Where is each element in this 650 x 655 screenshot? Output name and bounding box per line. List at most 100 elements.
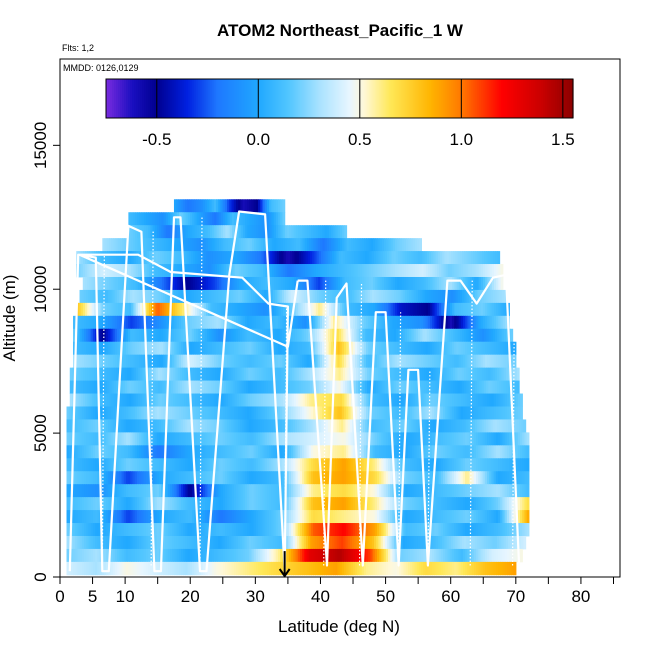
heatmap-cell: [339, 497, 343, 511]
heatmap-cell: [68, 471, 72, 485]
heatmap-cell: [134, 354, 138, 369]
heatmap-cell: [183, 315, 186, 330]
heatmap-cell: [335, 393, 339, 407]
heatmap-cell: [237, 419, 241, 433]
heatmap-cell: [192, 225, 196, 239]
heatmap-cell: [317, 315, 321, 330]
heatmap-cell: [108, 419, 112, 433]
heatmap-cell: [495, 471, 499, 485]
heatmap-cell: [192, 212, 196, 226]
heatmap-cell: [412, 264, 416, 278]
heatmap-cell: [200, 354, 204, 369]
heatmap-cell: [197, 367, 201, 381]
heatmap-cell: [494, 419, 498, 433]
heatmap-cell: [230, 264, 233, 278]
heatmap-cell: [238, 393, 242, 407]
heatmap-cell: [185, 406, 189, 420]
heatmap-cell: [88, 458, 92, 472]
heatmap-cell: [264, 523, 268, 537]
heatmap-cell: [267, 393, 271, 407]
heatmap-cell: [158, 341, 162, 356]
heatmap-cell: [103, 535, 107, 550]
heatmap-cell: [201, 380, 205, 394]
heatmap-cell: [350, 510, 354, 524]
heatmap-cell: [110, 341, 114, 356]
heatmap-cell: [447, 471, 451, 485]
heatmap-cell: [373, 276, 376, 291]
heatmap-cell: [488, 380, 492, 394]
heatmap-cell: [385, 445, 389, 459]
heatmap-cell: [413, 328, 417, 343]
heatmap-cell: [318, 264, 321, 278]
heatmap-cell: [339, 315, 343, 330]
heatmap-cell: [287, 380, 291, 394]
heatmap-cell: [273, 289, 276, 304]
heatmap-cell: [103, 419, 107, 433]
heatmap-cell: [114, 315, 118, 330]
heatmap-cell: [427, 458, 431, 472]
heatmap-cell: [416, 238, 420, 252]
heatmap-cell: [425, 510, 429, 524]
heatmap-cell: [95, 510, 98, 524]
heatmap-cell: [346, 393, 350, 407]
heatmap-cell: [298, 367, 302, 381]
heatmap-cell: [445, 484, 448, 498]
heatmap-cell: [362, 264, 365, 278]
heatmap-cell: [150, 458, 153, 472]
heatmap-cell: [498, 341, 501, 356]
heatmap-cell: [480, 523, 484, 537]
heatmap-cell: [321, 484, 325, 498]
heatmap-cell: [412, 341, 416, 356]
heatmap-cell: [295, 458, 299, 472]
heatmap-cell: [439, 276, 442, 291]
heatmap-cell: [266, 315, 270, 330]
heatmap-cell: [152, 419, 155, 433]
heatmap-cell: [419, 276, 423, 291]
heatmap-cell: [385, 497, 389, 511]
heatmap-cell: [167, 419, 171, 433]
heatmap-cell: [526, 484, 530, 498]
heatmap-cell: [271, 212, 275, 226]
heatmap-cell: [227, 212, 231, 226]
heatmap-cell: [200, 445, 204, 459]
heatmap-cell: [331, 251, 335, 265]
heatmap-cell: [416, 315, 420, 330]
heatmap-cell: [198, 497, 202, 511]
heatmap-cell: [315, 445, 319, 459]
heatmap-cell: [229, 212, 233, 226]
heatmap-cell: [402, 367, 406, 381]
heatmap-cell: [197, 380, 201, 394]
heatmap-cell: [238, 523, 242, 537]
heatmap-cell: [284, 238, 288, 252]
heatmap-cell: [223, 212, 226, 226]
heatmap-cell: [427, 315, 431, 330]
heatmap-cell: [361, 238, 365, 252]
heatmap-cell: [267, 302, 271, 317]
heatmap-cell: [263, 393, 266, 407]
heatmap-cell: [365, 432, 369, 446]
heatmap-cell: [216, 264, 220, 278]
heatmap-cell: [480, 276, 484, 291]
heatmap-cell: [133, 380, 137, 394]
heatmap-cell: [114, 354, 118, 369]
heatmap-cell: [346, 432, 349, 446]
heatmap-cell: [526, 432, 530, 446]
heatmap-cell: [410, 302, 414, 317]
heatmap-cell: [369, 289, 373, 304]
heatmap-cell: [366, 315, 369, 330]
heatmap-cell: [236, 458, 239, 472]
heatmap-cell: [125, 497, 129, 511]
heatmap-cell: [139, 523, 142, 537]
heatmap-cell: [190, 212, 193, 226]
heatmap-cell: [195, 367, 199, 381]
heatmap-cell: [442, 484, 446, 498]
heatmap-cell: [291, 458, 294, 472]
heatmap-cell: [472, 276, 475, 291]
heatmap-cell: [412, 497, 415, 511]
heatmap-cell: [423, 445, 426, 459]
heatmap-cell: [259, 380, 262, 394]
heatmap-cell: [293, 458, 297, 472]
heatmap-cell: [333, 393, 337, 407]
heatmap-cell: [382, 328, 386, 343]
heatmap-cell: [343, 406, 347, 420]
